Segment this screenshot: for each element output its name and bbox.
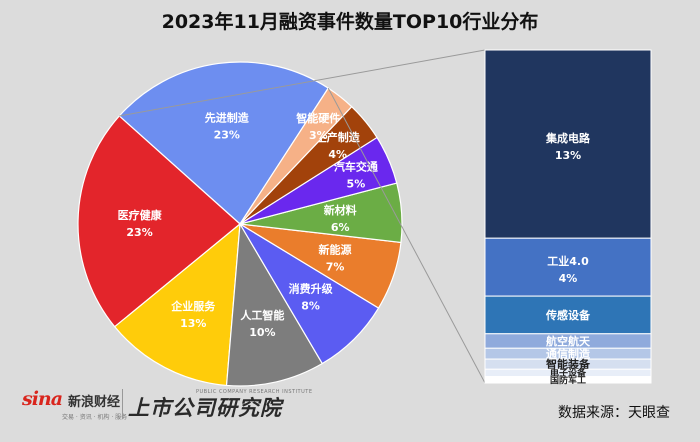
pie-slice-label-3: 人工智能 xyxy=(240,308,284,322)
pie-slice-value-9: 3% xyxy=(309,129,328,142)
pie-slice-value-7: 5% xyxy=(347,178,366,191)
breakdown-label-7: 国防军工 xyxy=(550,374,586,386)
data-source: 数据来源：天眼查 xyxy=(558,405,670,421)
breakdown-label-0: 集成电路 xyxy=(545,131,591,145)
pie-slice-0 xyxy=(118,61,330,225)
pie-slice-1 xyxy=(77,115,241,328)
breakdown-label-1: 工业4.0 xyxy=(547,254,589,268)
pie-slice-value-8: 4% xyxy=(328,148,347,161)
pie-slice-label-2: 企业服务 xyxy=(170,299,216,313)
pie-slice-label-6: 新材料 xyxy=(324,203,357,217)
pie-slice-value-5: 7% xyxy=(326,261,345,274)
institute-english-name: PUBLIC COMPANY RESEARCH INSTITUTE xyxy=(196,389,313,395)
chart-title: 2023年11月融资事件数量TOP10行业分布 xyxy=(162,10,539,33)
breakdown-value-1: 4% xyxy=(559,272,578,285)
breakdown-label-5: 智能装备 xyxy=(546,357,591,371)
pie-slice-value-3: 10% xyxy=(249,326,275,339)
sina-logo-mark: sina xyxy=(22,388,63,410)
pie-slice-3 xyxy=(225,222,324,387)
pie-slice-label-1: 医疗健康 xyxy=(118,208,163,222)
sina-finance-name: 新浪财经 xyxy=(68,395,121,410)
pie-slice-value-1: 23% xyxy=(126,226,152,239)
breakdown-value-0: 13% xyxy=(555,149,581,162)
pie-slice-value-6: 6% xyxy=(331,221,350,234)
pie-slice-label-0: 先进制造 xyxy=(205,110,250,124)
sina-finance-logo: sina 新浪财经 交易 · 资讯 · 机构 · 服务 xyxy=(22,388,127,421)
pie-slice-label-5: 新能源 xyxy=(319,243,352,257)
research-institute-logo: 上市公司研究院 xyxy=(128,395,282,420)
breakdown-label-4: 通信制造 xyxy=(546,347,591,361)
pie-slice-2 xyxy=(113,222,241,387)
breakdown-segment-0 xyxy=(484,49,652,239)
pie: 先进制造 23% 医疗健康 23% 企业服务 13% 人工智能 10% 消费升级 8% 新能源 7% 新… xyxy=(77,61,403,387)
sina-tagline: 交易 · 资讯 · 机构 · 服务 xyxy=(62,414,128,421)
pie-slice-label-4: 消费升级 xyxy=(289,281,334,295)
pie-slice-value-4: 8% xyxy=(301,299,320,312)
pie-slice-value-0: 23% xyxy=(214,128,240,141)
connector-line-bottom xyxy=(327,87,486,384)
breakdown-label-2: 传感设备 xyxy=(545,308,591,322)
pie-slice-label-9: 智能硬件 xyxy=(296,111,340,125)
breakdown-segment-7 xyxy=(484,375,652,384)
footer-divider xyxy=(122,389,123,419)
connector-line-top xyxy=(119,49,486,117)
breakdown-label-3: 航空航天 xyxy=(546,334,591,348)
connector-lines xyxy=(119,49,486,384)
pie-slice-label-7: 汽车交通 xyxy=(334,160,378,174)
pie-slice-value-2: 13% xyxy=(180,317,206,330)
